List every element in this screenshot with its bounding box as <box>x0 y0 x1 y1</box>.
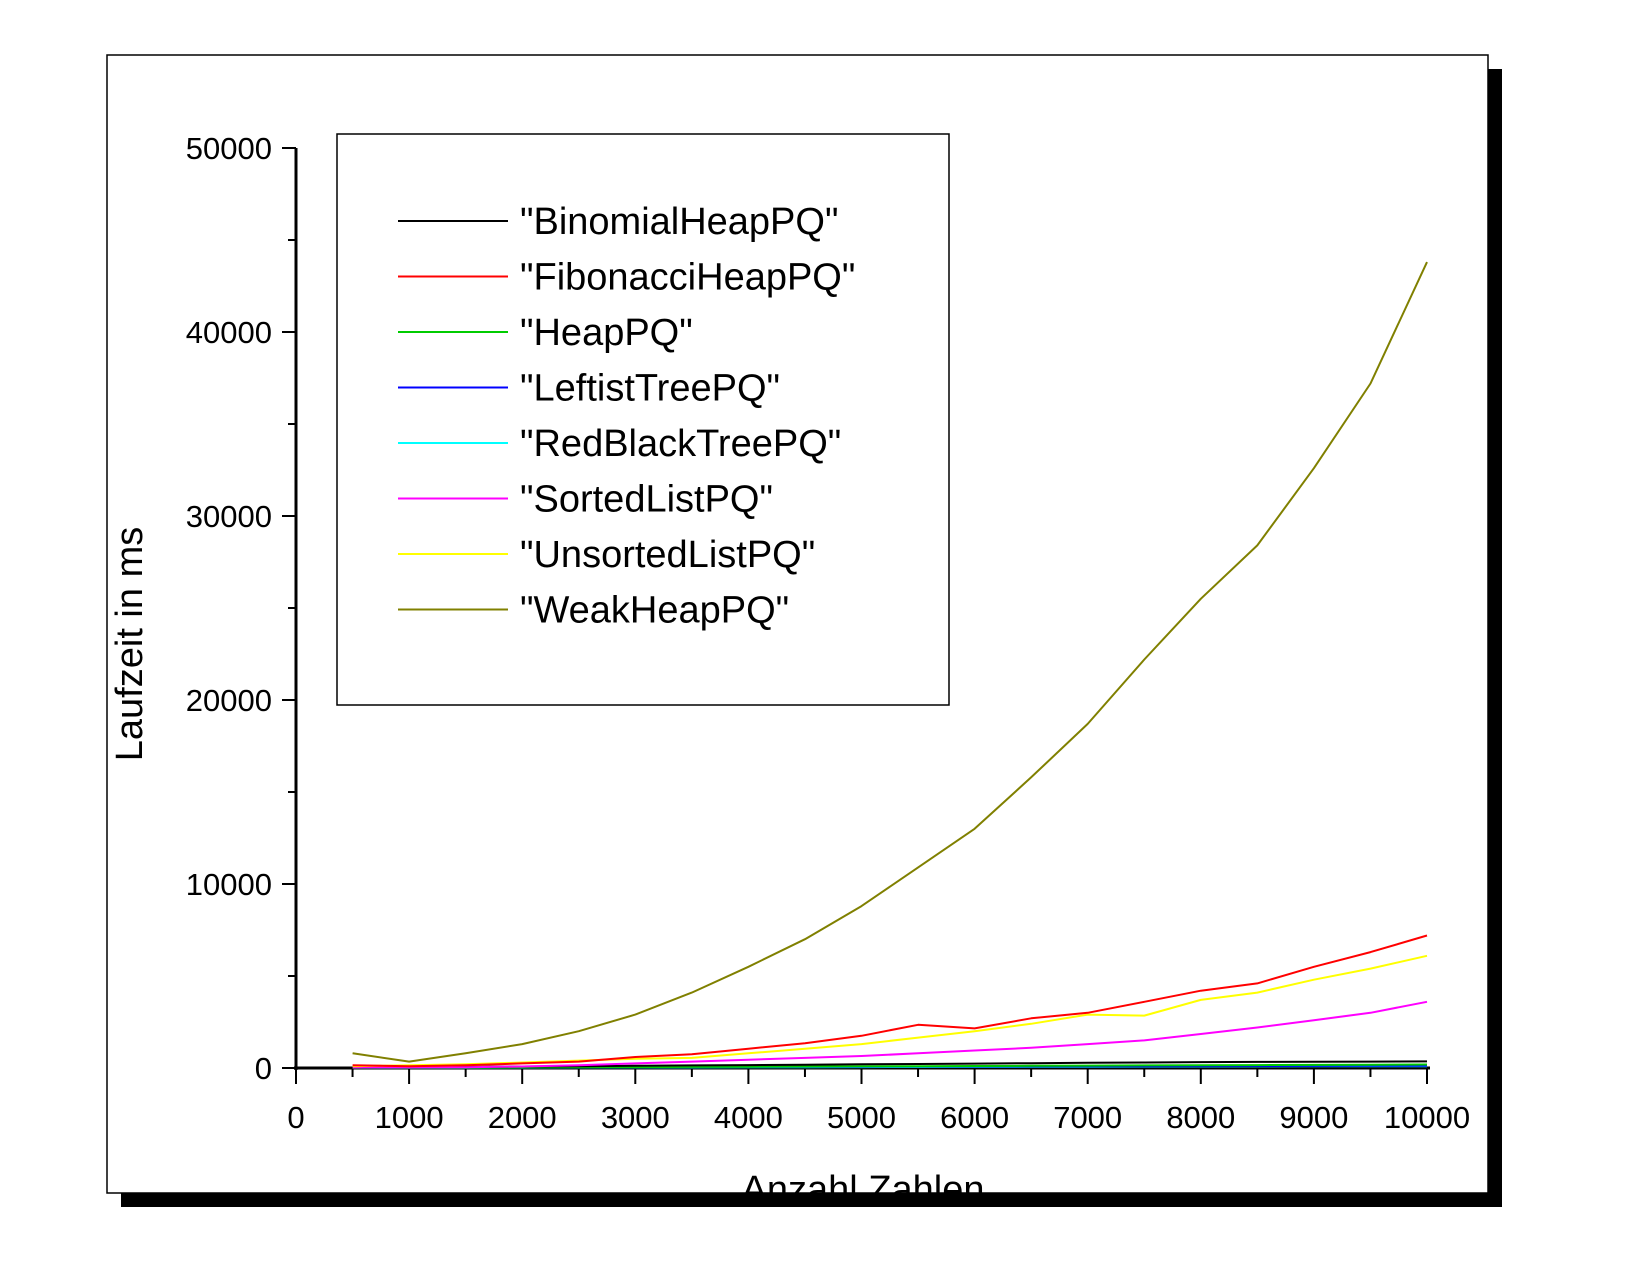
y-tick-label: 30000 <box>186 499 272 534</box>
x-tick-label: 6000 <box>940 1100 1009 1135</box>
legend-label: "BinomialHeapPQ" <box>520 201 838 243</box>
legend-item: "HeapPQ" <box>398 312 693 354</box>
x-tick-label: 7000 <box>1053 1100 1122 1135</box>
y-tick-label: 40000 <box>186 315 272 350</box>
x-tick-label: 8000 <box>1166 1100 1235 1135</box>
series-line-fibonacciheappq <box>352 934 1428 1068</box>
x-tick-label: 4000 <box>714 1100 783 1135</box>
legend-item: "LeftistTreePQ" <box>398 368 780 410</box>
legend-label: "UnsortedListPQ" <box>520 534 815 576</box>
x-tick-labels: 0 1000 2000 3000 4000 5000 6000 7000 8000 9000 100… <box>287 1100 1470 1135</box>
y-tick-labels: 0 10000 20000 30000 40000 50000 <box>186 131 272 1086</box>
y-tick-label: 10000 <box>186 867 272 902</box>
legend-label: "HeapPQ" <box>520 312 693 354</box>
series-line-sortedlistpq <box>352 1000 1428 1069</box>
legend-item: "BinomialHeapPQ" <box>398 201 838 243</box>
legend-label: "RedBlackTreePQ" <box>520 423 841 465</box>
y-axis-ticks <box>282 147 296 1069</box>
legend-label: "SortedListPQ" <box>520 479 773 521</box>
y-tick-label: 20000 <box>186 683 272 718</box>
x-tick-label: 2000 <box>488 1100 557 1135</box>
x-tick-label: 0 <box>287 1100 304 1135</box>
x-tick-label: 10000 <box>1384 1100 1470 1135</box>
y-tick-label: 50000 <box>186 131 272 166</box>
legend-item: "UnsortedListPQ" <box>398 534 815 576</box>
series-lines <box>352 261 1428 1069</box>
x-tick-label: 5000 <box>827 1100 896 1135</box>
legend-item: "FibonacciHeapPQ" <box>398 257 855 299</box>
legend-item: "RedBlackTreePQ" <box>398 423 841 465</box>
legend-label: "LeftistTreePQ" <box>520 368 780 410</box>
legend-label: "WeakHeapPQ" <box>520 590 789 632</box>
legend-label: "FibonacciHeapPQ" <box>520 257 855 299</box>
y-axis-title: Laufzeit in ms <box>109 527 151 761</box>
series-line-weakheappq <box>352 261 1428 1063</box>
x-tick-label: 1000 <box>375 1100 444 1135</box>
legend: "BinomialHeapPQ" "FibonacciHeapPQ" "HeapPQ… <box>336 133 950 706</box>
y-tick-label: 0 <box>255 1051 272 1086</box>
legend-item: "WeakHeapPQ" <box>398 590 789 632</box>
legend-item: "SortedListPQ" <box>398 479 773 521</box>
x-axis-ticks <box>295 1068 1428 1084</box>
x-tick-label: 9000 <box>1279 1100 1348 1135</box>
x-tick-label: 3000 <box>601 1100 670 1135</box>
x-axis-title: Anzahl Zahlen <box>742 1169 985 1211</box>
